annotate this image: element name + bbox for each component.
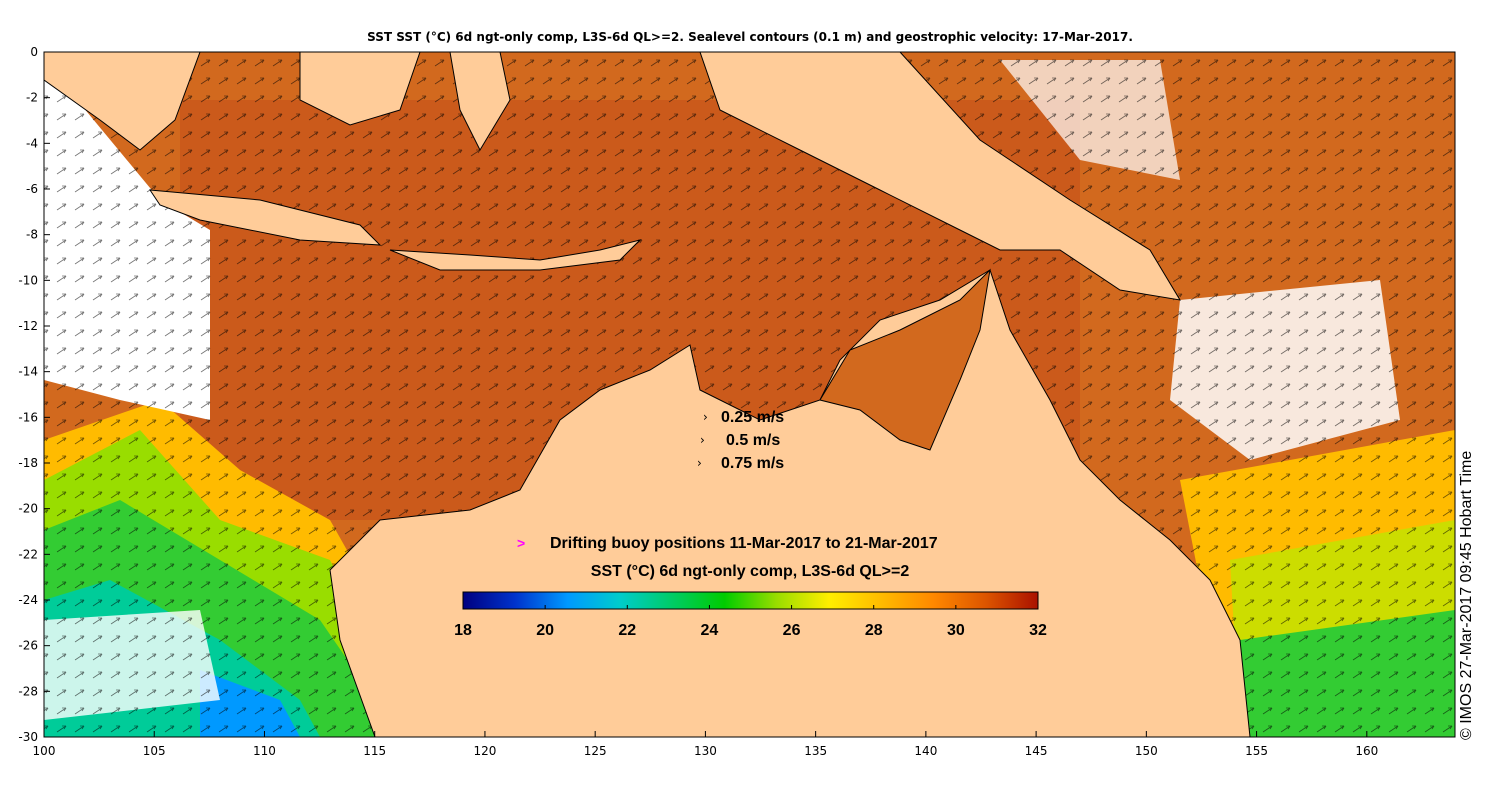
y-tick-label: -10 — [18, 273, 38, 287]
colorbar-title: SST (°C) 6d ngt-only comp, L3S-6d QL>=2 — [591, 563, 910, 580]
land-new-guinea — [699, 52, 1181, 301]
land-sulawesi — [449, 52, 511, 152]
x-tick-label: 130 — [694, 744, 717, 758]
velocity-legend: › 0.25 m/s › 0.5 m/s › 0.75 m/s — [697, 409, 784, 472]
y-tick-label: -24 — [18, 593, 38, 607]
velocity-arrow-0.5: › — [700, 433, 705, 447]
x-tick-label: 160 — [1355, 744, 1378, 758]
land-borneo — [299, 52, 421, 126]
map-frame — [43, 51, 1456, 738]
colorbar-tick-label: 26 — [783, 622, 801, 639]
y-tick-label: -26 — [18, 639, 38, 653]
land — [44, 52, 1251, 737]
colorbar-tick-label: 20 — [536, 622, 554, 639]
y-tick-label: 0 — [30, 45, 38, 59]
credit-text: © IMOS 27-Mar-2017 09:45 Hobart Time — [1458, 450, 1475, 740]
velocity-arrow-0.25: › — [703, 410, 708, 424]
land-australia — [329, 269, 1251, 737]
x-tick-label: 110 — [253, 744, 276, 758]
colorbar-tick-label: 18 — [454, 622, 472, 639]
colorbar-bar — [462, 591, 1039, 610]
x-tick-label: 140 — [914, 744, 937, 758]
x-tick-label: 115 — [363, 744, 386, 758]
colorbar-tick-label: 30 — [947, 622, 965, 639]
y-tick-label: -8 — [26, 228, 38, 242]
x-tick-label: 100 — [33, 744, 56, 758]
colorbar-tick-label: 24 — [701, 622, 719, 639]
y-tick-label: -14 — [18, 365, 38, 379]
y-tick-label: -4 — [26, 136, 38, 150]
buoy-legend-label: Drifting buoy positions 11-Mar-2017 to 2… — [550, 535, 938, 552]
y-tick-label: -16 — [18, 410, 38, 424]
colorbar-tick-label: 28 — [865, 622, 883, 639]
x-tick-label: 105 — [143, 744, 166, 758]
y-tick-label: -20 — [18, 502, 38, 516]
land-cape-york — [819, 268, 991, 451]
x-tick-label: 135 — [804, 744, 827, 758]
x-tick-label: 125 — [584, 744, 607, 758]
y-tick-label: -2 — [26, 91, 38, 105]
y-axis-ticks: 0 -2 -4 -6 -8 -10 -12 -14 -16 -18 -20 -22 -24 -26 -28 -… — [18, 45, 50, 744]
velocity-legend-label: 0.5 m/s — [726, 432, 780, 449]
colorbar-tick-label: 22 — [618, 622, 636, 639]
map-title: SST SST (°C) 6d ngt-only comp, L3S-6d QL… — [367, 30, 1133, 44]
x-tick-label: 120 — [473, 744, 496, 758]
velocity-arrow-0.75: › — [697, 456, 702, 470]
y-tick-label: -22 — [18, 547, 38, 561]
velocity-legend-label: 0.25 m/s — [721, 409, 784, 426]
y-tick-label: -28 — [18, 684, 38, 698]
x-tick-label: 150 — [1135, 744, 1158, 758]
y-tick-label: -18 — [18, 456, 38, 470]
land-sumatra — [44, 52, 201, 151]
colorbar-ticks: 18 20 22 24 26 28 30 32 — [454, 605, 1047, 639]
x-tick-label: 155 — [1245, 744, 1268, 758]
colorbar: SST (°C) 6d ngt-only comp, L3S-6d QL>=2 … — [454, 563, 1047, 639]
x-tick-label: 145 — [1025, 744, 1048, 758]
x-axis-ticks: 100 105 110 115 120 125 130 135 140 145 150 155 160 — [33, 731, 1378, 758]
buoy-symbol: > — [517, 535, 525, 551]
colorbar-tick-label: 32 — [1029, 622, 1047, 639]
land-java — [149, 189, 382, 246]
y-tick-label: -6 — [26, 182, 38, 196]
y-tick-label: -30 — [18, 730, 38, 744]
buoy-legend: > Drifting buoy positions 11-Mar-2017 to… — [517, 535, 938, 552]
y-tick-label: -12 — [18, 319, 38, 333]
land-lesser-sunda — [389, 239, 642, 271]
velocity-legend-label: 0.75 m/s — [721, 455, 784, 472]
